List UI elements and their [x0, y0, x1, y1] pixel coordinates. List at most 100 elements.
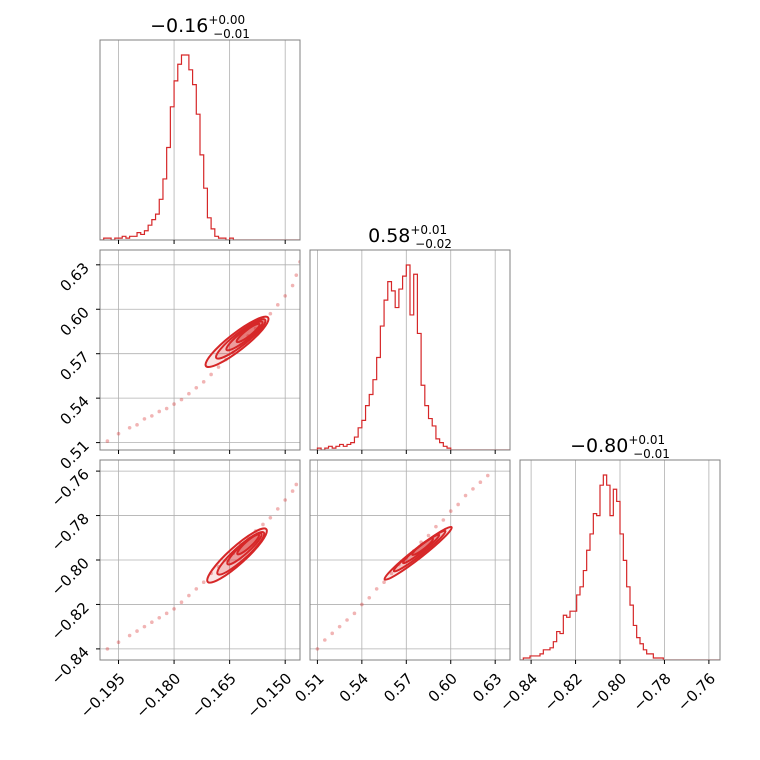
panel-title-0: −0.16+0.00 −0.01 [150, 13, 250, 41]
sample-point-1-2-4 [345, 618, 349, 622]
xtick-label-1-0: 0.51 [291, 670, 327, 706]
xtick-label-1-1: 0.54 [336, 670, 372, 706]
sample-point-0-2-23 [283, 498, 287, 502]
sample-point-0-2-10 [187, 593, 191, 598]
sample-point-0-1-11 [194, 385, 199, 390]
sample-point-0-2-25 [294, 482, 299, 487]
title-median-0: −0.16 [150, 15, 208, 37]
sample-point-1-2-18 [448, 509, 453, 513]
panel-title-1: 0.58+0.01 −0.02 [368, 223, 452, 251]
sample-point-1-2-22 [478, 480, 483, 485]
sample-point-0-1-6 [157, 409, 162, 414]
sample-point-0-1-25 [294, 273, 299, 277]
frame-1-1 [309, 249, 511, 451]
sample-point-0-2-9 [179, 600, 184, 605]
sample-point-0-2-1 [116, 640, 121, 645]
ytick-label-1-3: 0.60 [56, 303, 92, 339]
histogram-2 [520, 474, 720, 660]
sample-point-0-1-3 [135, 423, 139, 427]
sample-point-1-2-15 [426, 533, 431, 538]
sample-point-0-2-8 [172, 607, 176, 611]
sample-point-0-1-14 [216, 365, 221, 369]
sample-point-0-2-12 [201, 580, 206, 585]
sample-point-1-2-0 [315, 647, 320, 651]
scatter-panel-1-2: 0.51 0.54 0.57 0.60 0.63 [291, 459, 511, 706]
xtick-label-2-4: −0.76 [674, 670, 719, 715]
xtick-label-2-1: −0.82 [541, 670, 586, 715]
sample-point-1-2-8 [374, 587, 379, 591]
title-median-2: −0.80 [570, 435, 628, 457]
sample-point-0-1-23 [283, 294, 287, 298]
sample-point-1-2-16 [434, 524, 438, 529]
panel-title-2: −0.80+0.01 −0.01 [570, 433, 670, 461]
scatter-panel-0-2: −0.195 −0.180 −0.165 −0.150 −0.84−0.82−0.80−… [48, 459, 301, 722]
sample-point-1-2-1 [323, 638, 327, 642]
xtick-label-2-0: −0.84 [496, 670, 541, 715]
sample-point-1-2-19 [456, 502, 460, 507]
hist-panel-0 [99, 39, 301, 244]
sample-point-0-1-7 [164, 406, 169, 411]
contour-0-2-3 [236, 533, 261, 556]
ytick-label-2-3: −0.78 [48, 510, 93, 555]
sample-point-1-2-9 [382, 580, 386, 585]
hist-panel-2: −0.84 −0.82 −0.80 −0.78 −0.76 [496, 459, 721, 715]
hist-panel-1 [309, 249, 511, 454]
xtick-label-0-3: −0.150 [243, 670, 295, 722]
sample-point-0-1-8 [172, 402, 176, 406]
sample-point-0-1-4 [142, 417, 147, 421]
sample-point-0-1-5 [150, 414, 154, 418]
xtick-label-0-1: −0.180 [132, 670, 184, 722]
scatter-content-0-1 [105, 260, 300, 443]
ytick-label-1-4: 0.63 [56, 259, 92, 295]
sample-point-1-2-7 [367, 595, 372, 600]
ytick-label-1-1: 0.54 [56, 392, 92, 428]
xtick-label-1-2: 0.57 [380, 670, 416, 706]
sample-point-0-1-1 [116, 431, 121, 436]
sample-point-1-2-20 [463, 493, 468, 498]
sample-point-0-2-4 [142, 624, 147, 629]
sample-point-0-1-24 [290, 283, 295, 288]
title-plus-2: +0.01 [628, 433, 665, 447]
ytick-label-2-0: −0.84 [48, 643, 93, 688]
sample-point-0-2-6 [157, 615, 162, 620]
sample-point-0-2-0 [105, 647, 110, 651]
ytick-label-1-2: 0.57 [56, 348, 92, 384]
sample-point-1-2-17 [441, 518, 446, 522]
histogram-1 [310, 264, 510, 450]
sample-point-0-1-2 [127, 425, 132, 430]
scatter-panel-0-1: 0.51 0.54 0.57 0.60 0.63 [56, 249, 301, 473]
sample-point-0-2-2 [127, 633, 132, 638]
contour-0-1-3 [235, 322, 261, 344]
sample-point-0-2-3 [135, 629, 139, 633]
histogram-0 [100, 54, 300, 240]
sample-point-0-2-11 [194, 587, 199, 591]
sample-point-0-2-5 [150, 620, 154, 625]
scatter-content-0-2 [105, 482, 299, 651]
title-median-1: 0.58 [368, 225, 410, 247]
title-plus-0: +0.00 [208, 13, 245, 27]
frame-2-1 [309, 459, 511, 661]
sample-point-0-2-7 [164, 611, 169, 616]
sample-point-0-2-21 [268, 515, 273, 520]
title-plus-1: +0.01 [410, 223, 447, 237]
sample-point-1-2-6 [360, 602, 364, 607]
frame-1-0 [99, 249, 301, 451]
xtick-label-0-0: −0.195 [77, 670, 129, 722]
sample-point-0-1-0 [105, 439, 110, 443]
sample-point-0-1-9 [179, 397, 184, 402]
sample-point-1-2-10 [389, 571, 394, 576]
xtick-label-2-3: −0.78 [629, 670, 674, 715]
title-minus-1: −0.02 [415, 237, 452, 251]
sample-point-0-2-20 [261, 522, 265, 527]
sample-point-0-1-22 [275, 303, 280, 307]
sample-point-1-2-23 [485, 473, 490, 478]
contour-0-1-1 [215, 318, 267, 360]
contour-0-2-0 [206, 527, 268, 584]
contour-1-2-3 [411, 537, 435, 556]
sample-point-1-2-21 [471, 487, 475, 491]
contour-0-1-2 [225, 320, 264, 352]
title-minus-2: −0.01 [633, 447, 670, 461]
ytick-label-1-0: 0.51 [56, 437, 92, 473]
sample-point-0-1-21 [268, 311, 273, 316]
